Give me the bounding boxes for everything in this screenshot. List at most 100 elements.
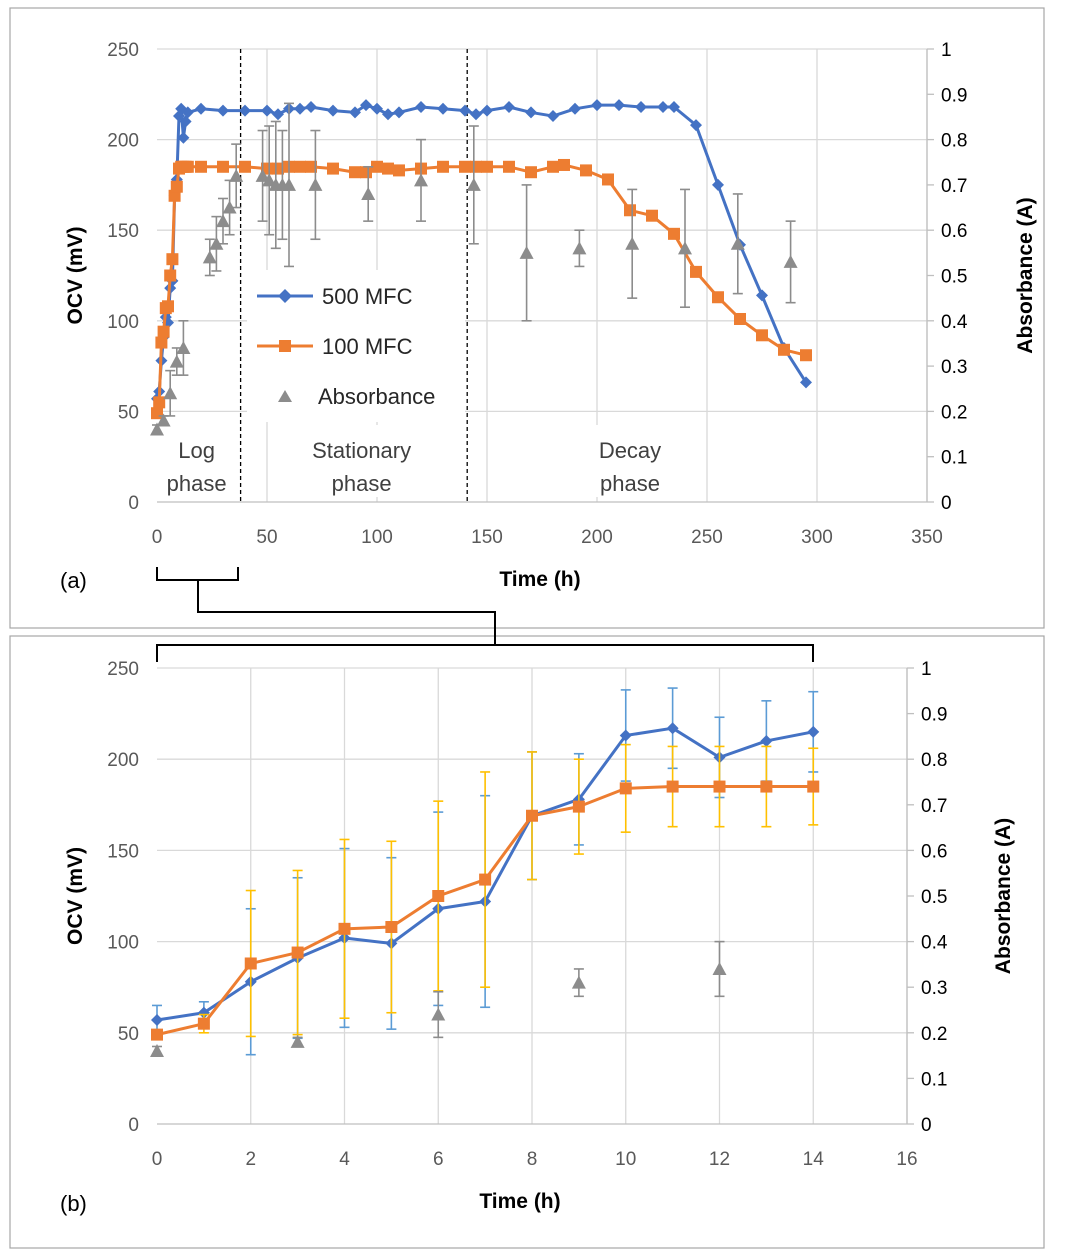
data-point <box>217 104 229 117</box>
data-point <box>613 99 625 112</box>
right-tick-label: 0.6 <box>921 841 947 862</box>
y-axis-title: OCV (mV) <box>64 226 87 324</box>
data-point <box>202 250 217 264</box>
data-point <box>414 173 428 187</box>
data-point <box>646 209 658 222</box>
data-point <box>690 119 702 132</box>
data-point <box>305 160 317 173</box>
chart-a: 0 50 100 150 200 250 0 50 100 150 200 250 300 350 0 0.1… <box>64 40 1037 591</box>
y-tick-label: 50 <box>118 402 139 423</box>
legend: 500 MFC 100 MFC Absorbance <box>247 270 465 422</box>
data-point <box>481 160 493 173</box>
data-point <box>272 108 284 121</box>
data-point <box>571 975 586 989</box>
data-point <box>156 413 171 427</box>
right-tick-label: 0.7 <box>921 796 947 817</box>
x-tick-label: 50 <box>256 527 277 548</box>
data-point <box>558 158 570 171</box>
legend-marker-500 <box>278 289 292 303</box>
data-point <box>262 173 277 187</box>
y-tick-label: 250 <box>107 40 139 61</box>
data-point <box>209 236 224 250</box>
data-point <box>393 106 405 119</box>
data-point <box>150 422 164 436</box>
right-tick-label: 0.6 <box>941 221 967 242</box>
data-point <box>163 386 178 400</box>
x-tick-label: 300 <box>801 527 833 548</box>
y-tick-label: 100 <box>107 312 139 333</box>
y-tick-label: 250 <box>107 659 139 680</box>
data-point <box>807 725 820 738</box>
data-point <box>756 289 768 302</box>
x-tick-label: 0 <box>152 527 163 548</box>
x-tick-label: 14 <box>803 1149 825 1170</box>
data-point <box>393 164 405 177</box>
data-point <box>783 254 798 268</box>
data-point <box>657 100 669 113</box>
data-point <box>625 236 640 250</box>
right-tick-label: 0.8 <box>921 750 947 771</box>
data-point <box>807 780 820 793</box>
data-point <box>244 957 257 970</box>
y-tick-label: 150 <box>107 841 139 862</box>
data-point <box>431 1007 446 1021</box>
data-point <box>222 200 237 214</box>
panel-b-frame <box>9 635 1045 1249</box>
x-tick-label: 16 <box>896 1149 917 1170</box>
data-point <box>229 168 244 182</box>
data-point <box>756 329 768 342</box>
data-point <box>619 729 632 742</box>
y-tick-label: 150 <box>107 221 139 242</box>
legend-marker-100 <box>279 340 291 352</box>
x-tick-label: 4 <box>339 1149 350 1170</box>
data-point <box>151 407 163 420</box>
data-point <box>619 782 632 795</box>
data-point <box>459 160 471 173</box>
phase-label: phase <box>600 471 660 496</box>
data-point <box>470 108 482 121</box>
right-tick-label: 0.4 <box>941 312 968 333</box>
data-point <box>169 354 184 368</box>
x-tick-label: 350 <box>911 527 943 548</box>
data-point <box>327 104 339 117</box>
data-point <box>712 291 724 304</box>
data-point <box>800 376 812 389</box>
data-point <box>437 102 449 115</box>
data-point <box>470 160 482 173</box>
data-point <box>361 186 376 200</box>
data-point <box>290 1034 305 1048</box>
data-point <box>690 265 702 278</box>
data-point <box>239 160 251 173</box>
data-point <box>385 921 398 934</box>
right-tick-label: 0.3 <box>941 357 967 378</box>
right-tick-label: 0.9 <box>921 705 947 726</box>
y-tick-label: 0 <box>128 1115 139 1136</box>
data-point <box>162 300 174 313</box>
phase-label-background <box>291 425 432 497</box>
legend-label-500: 500 MFC <box>322 284 413 309</box>
zoom-bracket <box>156 567 814 662</box>
data-point <box>569 102 581 115</box>
data-point <box>730 236 745 250</box>
data-point <box>519 245 534 259</box>
data-point <box>177 131 190 144</box>
data-point <box>176 340 191 354</box>
data-point <box>157 325 170 338</box>
data-point <box>360 166 372 179</box>
data-point <box>479 873 492 886</box>
y-tick-label: 200 <box>107 131 139 152</box>
data-point <box>525 166 537 179</box>
data-point <box>166 253 179 266</box>
data-point <box>382 162 394 175</box>
data-point <box>195 160 207 173</box>
data-point <box>153 396 166 409</box>
x-tick-label: 100 <box>361 527 393 548</box>
legend-label-100: 100 MFC <box>322 334 413 359</box>
phase-label: phase <box>167 471 227 496</box>
data-point <box>371 102 383 115</box>
data-point <box>572 241 587 255</box>
data-point <box>760 780 773 793</box>
right-tick-label: 0.9 <box>941 85 967 106</box>
x-tick-label: 8 <box>527 1149 538 1170</box>
